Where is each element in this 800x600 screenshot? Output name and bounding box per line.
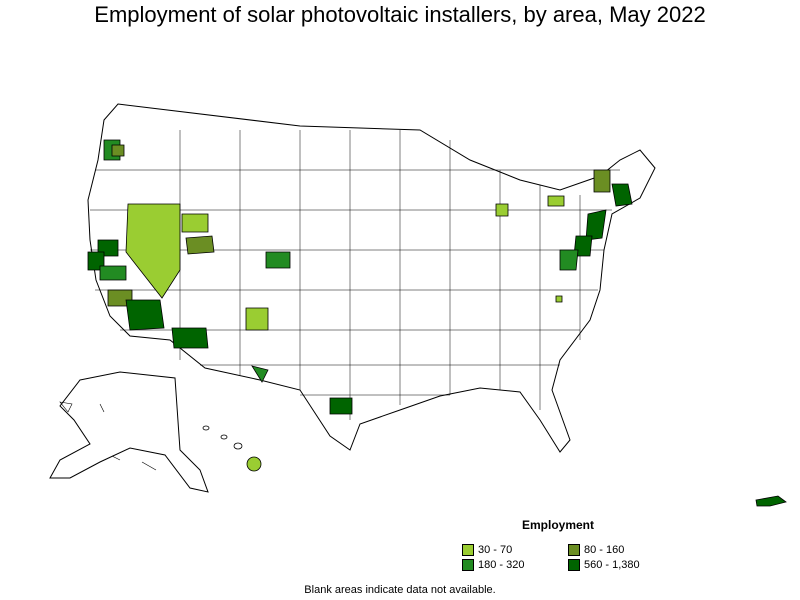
puerto-rico <box>755 495 787 507</box>
area-north-nevada <box>181 213 209 233</box>
footnote: Blank areas indicate data not available. <box>304 584 496 596</box>
area-boundaries <box>90 130 620 420</box>
legend: Employment 30 - 70 80 - 160 180 - 320 56… <box>462 518 682 571</box>
area-austin <box>329 397 353 415</box>
area-albuquerque <box>245 307 269 331</box>
coast-fragments <box>59 401 157 471</box>
area-buffalo <box>547 195 565 207</box>
legend-item-30-70: 30 - 70 <box>462 544 568 556</box>
legend-label: 560 - 1,380 <box>584 559 640 571</box>
legend-swatch <box>462 544 474 556</box>
area-illinois <box>495 203 509 217</box>
area-virginia <box>555 295 563 303</box>
area-salt-lake <box>185 235 215 255</box>
area-philadelphia <box>573 235 593 257</box>
area-denver <box>265 251 291 269</box>
legend-item-180-320: 180 - 320 <box>462 559 568 571</box>
legend-grid: 30 - 70 80 - 160 180 - 320 560 - 1,380 <box>462 544 682 571</box>
legend-swatch <box>568 544 580 556</box>
area-riverside <box>125 299 165 331</box>
alaska-outline <box>49 371 209 493</box>
area-phoenix <box>171 327 209 349</box>
area-washington <box>559 249 579 271</box>
area-albany <box>593 169 611 193</box>
area-boston <box>611 183 633 207</box>
area-nevada-nonmetro <box>125 203 181 299</box>
legend-label: 80 - 160 <box>584 544 625 556</box>
hawaii-islands <box>202 425 262 472</box>
area-fresno <box>99 265 127 281</box>
legend-swatch <box>462 559 474 571</box>
map-title: Employment of solar photovoltaic install… <box>94 2 706 27</box>
legend-label: 180 - 320 <box>478 559 525 571</box>
area-el-paso <box>251 365 269 383</box>
legend-label: 30 - 70 <box>478 544 513 556</box>
legend-swatch <box>568 559 580 571</box>
legend-title: Employment <box>522 518 595 532</box>
legend-item-80-160: 80 - 160 <box>568 544 678 556</box>
legend-item-560-1380: 560 - 1,380 <box>568 559 678 571</box>
area-new-york <box>585 209 607 241</box>
shaded-areas <box>87 139 633 415</box>
area-bend <box>111 144 125 157</box>
